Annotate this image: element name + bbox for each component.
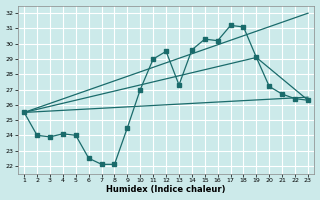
X-axis label: Humidex (Indice chaleur): Humidex (Indice chaleur): [106, 185, 226, 194]
